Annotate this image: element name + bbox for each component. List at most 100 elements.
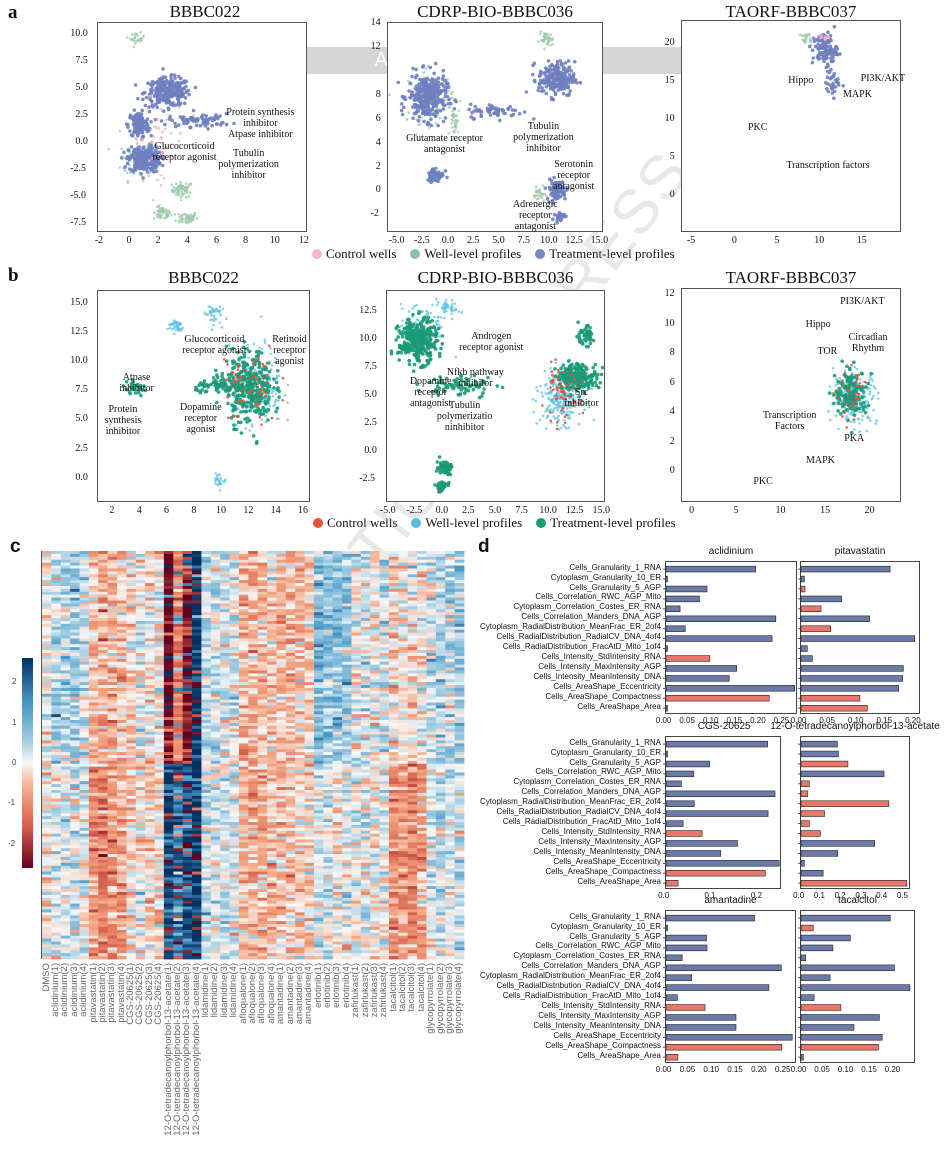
point-treat [276,406,280,410]
point-treat [205,121,209,125]
point-treat [414,87,418,91]
point-ctrl [850,364,853,367]
point-treat [436,124,440,128]
heatmap-cell [436,560,446,563]
heatmap-cell [286,560,296,563]
heatmap-cell [398,551,408,554]
point-treat [161,75,165,79]
point-well [264,339,267,342]
point-well [153,211,156,214]
y-tick-label: 2 [670,436,675,447]
x-tick-label: 4 [185,235,190,246]
y-tick-label: 2 [376,161,381,172]
point-treat [426,112,430,116]
point-well [219,489,222,492]
point-treat [128,167,132,171]
point-treat [439,347,443,351]
point-treat [248,409,252,413]
point-well [408,310,411,313]
point-treat [510,114,514,118]
point-treat [439,109,443,113]
point-well [539,419,542,422]
point-treat [811,56,815,60]
point-treat [241,382,245,386]
x-tick-label: 5.0 [489,505,502,516]
point-well [400,303,403,306]
point-well [172,189,175,192]
point-treat [416,104,420,108]
point-well [215,308,218,311]
point-well [829,419,832,422]
point-well [264,341,267,344]
heatmap-cell [323,557,333,560]
heatmap-cell [333,563,343,566]
legend-item-treatment: Treatment-level profiles [535,246,675,262]
heatmap-cell [370,563,380,566]
point-well [208,305,211,308]
point-ctrl [562,371,565,374]
heatmap-cell [380,551,390,554]
point-well [126,36,129,39]
heatmap-cell [417,557,427,560]
heatmap-cell [314,560,324,563]
heatmap-cell [117,557,127,560]
point-treat [463,392,467,396]
point-well [142,179,145,182]
point-treat [564,375,568,379]
point-ctrl [570,373,573,376]
point-treat [123,165,127,169]
point-well [563,419,566,422]
heatmap-cell [248,563,258,566]
point-well [877,392,880,395]
point-well [853,428,856,431]
point-well [537,40,540,43]
point-treat [139,114,143,118]
point-treat [151,105,155,109]
point-treat [590,373,594,377]
y-tick-label: 2.5 [75,109,88,120]
point-well [867,401,870,404]
point-well [546,409,549,412]
point-treat [440,173,444,177]
point-ctrl [238,378,241,381]
point-treat [555,68,559,72]
point-ctrl [557,369,560,372]
x-tick-label: 16 [298,505,308,516]
point-treat [133,108,137,112]
point-treat [575,335,579,339]
point-treat [579,81,583,85]
point-treat [550,72,554,76]
point-well [829,385,832,388]
heatmap-cell [333,551,343,554]
point-treat [171,94,175,98]
point-treat [429,86,433,90]
point-treat [231,392,235,396]
point-treat [145,168,149,172]
point-treat [429,91,433,95]
point-well [187,214,190,217]
point-treat [438,355,442,359]
point-treat [486,107,490,111]
point-treat [493,112,497,116]
point-well [454,119,457,122]
point-treat [415,109,419,113]
point-treat [254,382,258,386]
x-tick-label: 7.5 [517,235,530,246]
point-well [261,348,264,351]
point-well [552,415,555,418]
point-ctrl [264,392,267,395]
point-well [554,417,557,420]
point-treat [585,325,589,329]
point-treat [411,313,415,317]
point-treat [550,76,554,80]
point-treat [467,389,471,393]
point-well [552,385,555,388]
point-treat [834,51,838,55]
point-treat [473,105,477,109]
point-well [120,148,123,151]
point-treat [145,96,149,100]
point-well [458,110,461,113]
y-tick-label: -2.5 [70,163,86,174]
point-treat [481,391,485,395]
point-well [804,40,807,43]
